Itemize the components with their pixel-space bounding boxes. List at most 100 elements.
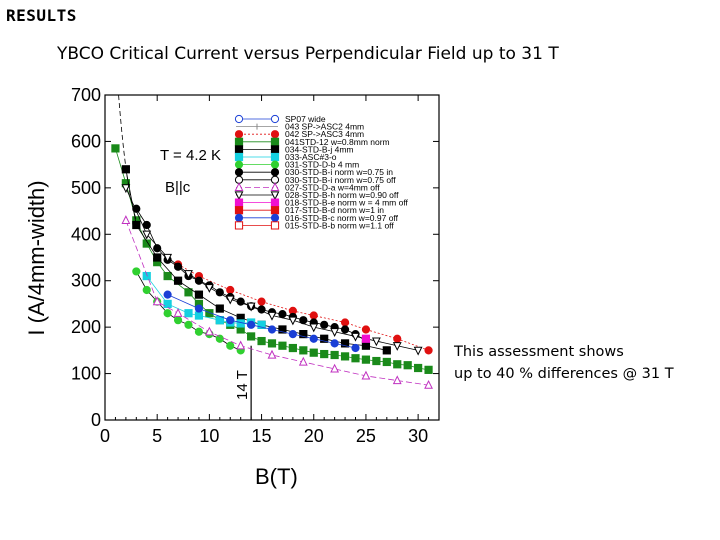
data-point (142, 239, 151, 248)
data-point (153, 253, 162, 262)
legend-entry: 027-STD-D-a w=4mm off (234, 182, 380, 192)
legend-marker (234, 168, 244, 177)
data-point (142, 271, 151, 281)
legend-marker (234, 182, 244, 191)
data-point (340, 318, 350, 327)
data-point (226, 316, 235, 325)
x-tick-label: 15 (252, 426, 272, 446)
legend-label: 043 SP->ASC2 4mm (285, 122, 364, 132)
data-point (382, 357, 391, 367)
legend-marker (270, 182, 280, 191)
chart-title: YBCO Critical Current versus Perpendicul… (57, 44, 559, 64)
data-point (215, 304, 224, 313)
legend-marker (234, 213, 244, 222)
series-2 (173, 260, 433, 355)
data-point (298, 356, 308, 366)
legend-entry: 033-ASC#3-o (234, 152, 337, 162)
data-point (299, 330, 308, 339)
legend-label: 030-STD-B-i norm w=0.75 in (285, 167, 393, 177)
legend-marker (234, 130, 244, 139)
legend-marker (270, 145, 280, 154)
fit-curve (118, 95, 137, 221)
data-point (393, 334, 402, 343)
data-point (330, 350, 339, 360)
x-tick-label: 0 (100, 426, 110, 446)
y-tick-label: 600 (71, 131, 101, 151)
legend-label: 033-ASC#3-o (285, 152, 337, 162)
legend-label: 015-STD-B-b norm w=1.1 off (285, 220, 394, 230)
legend-marker (234, 221, 244, 230)
data-point (309, 323, 319, 333)
data-point (340, 339, 350, 348)
data-point (320, 349, 329, 359)
legend-label: 028-STD-B-h norm w=0.90 off (285, 190, 399, 200)
legend-label: 027-STD-D-a w=4mm off (285, 182, 380, 192)
data-point (121, 215, 131, 224)
data-point (371, 337, 381, 347)
legend-marker (270, 160, 280, 169)
x-tick-label: 5 (152, 426, 162, 446)
data-point (132, 220, 141, 230)
series-9 (121, 215, 433, 389)
y-tick-label: 0 (91, 410, 101, 430)
data-point (153, 244, 162, 253)
legend-marker (234, 152, 244, 162)
y-tick-label: 700 (71, 85, 101, 105)
y-tick-label: 500 (71, 178, 101, 198)
data-point (194, 327, 204, 336)
data-point (361, 334, 371, 343)
legend-marker (270, 114, 280, 124)
legend-marker (234, 206, 244, 215)
data-point (288, 343, 297, 353)
data-point (382, 346, 391, 355)
legend-marker (234, 137, 244, 146)
legend-marker (234, 160, 244, 169)
data-point (340, 325, 350, 334)
data-point (111, 144, 120, 153)
legend-marker (234, 198, 244, 207)
series-line (177, 264, 429, 351)
data-point (226, 285, 235, 295)
data-point (163, 309, 172, 318)
data-point (184, 288, 193, 297)
data-point (414, 363, 423, 373)
data-point (392, 342, 402, 351)
data-point (309, 311, 318, 320)
data-point (330, 363, 340, 373)
data-point (247, 332, 256, 341)
data-point (215, 334, 224, 343)
legend-marker (270, 221, 280, 230)
data-point (351, 332, 360, 342)
data-point (278, 310, 287, 319)
data-point (309, 348, 318, 357)
legend-entry: 028-STD-B-h norm w=0.90 off (234, 190, 399, 201)
data-point (340, 352, 350, 361)
data-point (320, 320, 329, 329)
data-point (142, 230, 152, 240)
vline-label: 14 T (234, 370, 251, 400)
legend-entry: 031-STD-D-b 4 mm (234, 160, 359, 170)
data-point (413, 346, 423, 356)
data-point (361, 370, 371, 380)
data-point (194, 304, 204, 313)
data-point (246, 302, 256, 312)
data-point (142, 220, 151, 230)
data-point (121, 184, 131, 194)
data-point (184, 309, 193, 318)
data-point (132, 267, 141, 276)
data-point (173, 316, 183, 325)
data-point (173, 307, 183, 317)
legend-marker (270, 191, 280, 201)
data-point (351, 343, 360, 353)
series-10 (121, 184, 423, 356)
series-line (125, 220, 429, 386)
assessment-note: This assessment shows up to 40 % differe… (454, 341, 674, 385)
legend-marker (234, 114, 244, 124)
y-tick-label: 300 (71, 271, 101, 291)
data-point (184, 320, 193, 329)
note-line-2: up to 40 % differences @ 31 T (454, 366, 674, 382)
x-tick-label: 25 (356, 426, 376, 446)
series-3 (111, 144, 433, 374)
data-point (194, 311, 204, 320)
